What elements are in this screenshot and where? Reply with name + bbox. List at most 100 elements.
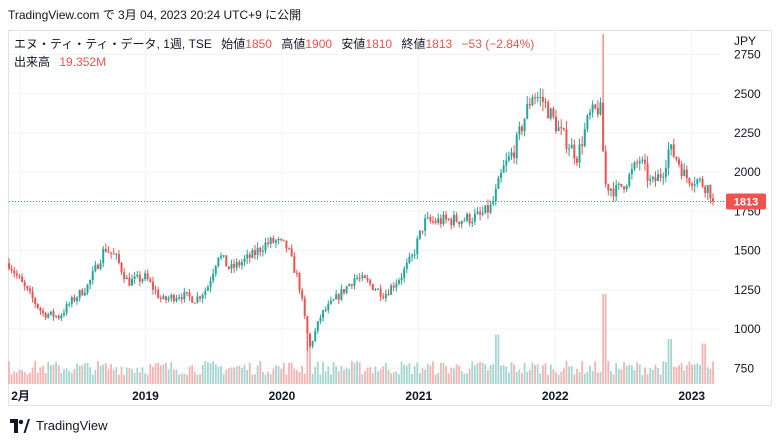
candle (277, 236, 280, 245)
candle (633, 160, 636, 172)
volume-bar (191, 365, 194, 384)
candle-body (447, 219, 450, 221)
candle-body (379, 288, 382, 297)
candle-body (332, 299, 335, 301)
volume-bar (565, 360, 568, 384)
candle-body (675, 156, 678, 160)
volume-bar (434, 374, 437, 384)
volume-bar (560, 371, 563, 384)
candle-body (327, 303, 330, 311)
volume-bar (23, 372, 26, 384)
candle-body (534, 97, 537, 99)
volume-bar (267, 371, 269, 384)
volume-bar (379, 369, 382, 384)
candle-body (698, 179, 701, 181)
chart-frame (8, 30, 772, 406)
volume-bar (447, 373, 450, 384)
candle-body (259, 247, 262, 252)
candle-body (505, 160, 508, 166)
candle (468, 212, 471, 227)
candle-body (691, 183, 694, 186)
candle-body (26, 286, 29, 289)
candle-body (649, 179, 652, 181)
volume-bar (256, 365, 259, 384)
candle-body (162, 296, 165, 299)
volume-bar (384, 362, 387, 384)
candle-body (185, 292, 188, 294)
candle-body (683, 169, 686, 177)
symbol-label[interactable]: エヌ・ティ・ティ・データ, 1週, TSE (14, 37, 212, 51)
close-label: 終値 (401, 37, 426, 51)
candle (162, 294, 165, 300)
candle (387, 288, 390, 296)
candle (500, 168, 503, 183)
volume-bar (471, 361, 474, 384)
candle (544, 97, 547, 109)
candle (157, 287, 160, 299)
candle (384, 289, 387, 302)
candle (308, 332, 311, 349)
y-tick-label: 2750 (734, 48, 761, 62)
candle (371, 283, 374, 291)
candle (712, 193, 715, 206)
candle (117, 250, 120, 265)
candle (274, 238, 277, 249)
volume-bar (149, 363, 152, 384)
candle-body (646, 163, 649, 181)
candle-body (607, 184, 610, 191)
y-tick-label: 2250 (734, 126, 761, 140)
candle-body (701, 179, 704, 187)
volume-bar (576, 368, 578, 384)
candle (295, 269, 298, 278)
volume-bar (649, 368, 652, 384)
volume-bar (10, 374, 13, 384)
candle (641, 156, 644, 165)
candle (311, 340, 314, 349)
candle (42, 307, 45, 317)
candle (256, 242, 259, 260)
volume-bar (311, 373, 314, 384)
volume-bar (460, 371, 463, 384)
volume-bar (94, 369, 97, 384)
candle-body (628, 174, 631, 186)
candle-body (424, 218, 427, 231)
volume-bar (659, 374, 662, 384)
candle (494, 183, 497, 206)
volume-bar (110, 363, 112, 384)
candle (418, 230, 421, 241)
volume-bar (589, 365, 591, 384)
volume-bar (492, 364, 495, 384)
candle (235, 258, 238, 271)
candle-body (256, 247, 259, 256)
volume-bar (125, 367, 128, 384)
volume-bar (570, 365, 573, 384)
volume-bar (340, 366, 343, 384)
candle (623, 186, 626, 194)
candle (199, 295, 202, 302)
candle-body (78, 289, 81, 298)
volume-bar (526, 371, 529, 384)
volume-bar (47, 361, 50, 384)
candle-body (303, 298, 306, 317)
candle (172, 293, 175, 304)
candle-body (136, 274, 139, 277)
candle-body (238, 261, 241, 266)
volume-bar (353, 363, 356, 384)
footer-brand[interactable]: TradingView (10, 418, 108, 433)
volume-bar (26, 374, 29, 384)
volume-bar (568, 366, 570, 384)
volume-bar (581, 361, 584, 384)
volume-bar (382, 366, 385, 384)
candle-body (500, 172, 503, 179)
volume-bar (599, 371, 602, 384)
candle-body (65, 304, 68, 313)
candle (565, 121, 568, 154)
candle (322, 309, 325, 322)
candle (539, 88, 542, 107)
candle (612, 181, 615, 202)
candle-body (557, 127, 560, 132)
x-tick-label: 2020 (269, 389, 296, 403)
volume-bar (364, 371, 366, 384)
candle-body (431, 220, 434, 222)
